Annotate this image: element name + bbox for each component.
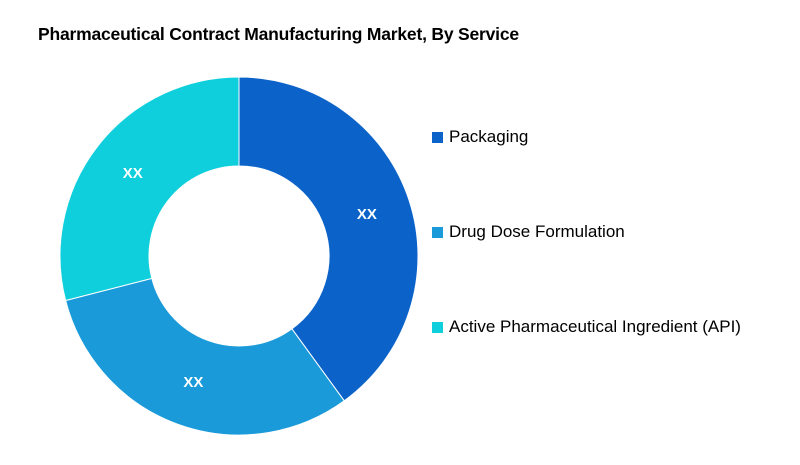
data-label-api: XX	[123, 165, 143, 182]
data-label-drug-dose-formulation: XX	[183, 374, 203, 391]
legend-item-drug-dose-formulation: Drug Dose Formulation	[432, 222, 741, 242]
legend-label-drug-dose-formulation: Drug Dose Formulation	[449, 222, 625, 241]
legend: Packaging Drug Dose Formulation Active P…	[432, 127, 741, 337]
donut-slice-api	[59, 76, 240, 302]
donut-slice-packaging	[238, 76, 419, 402]
legend-item-packaging: Packaging	[432, 127, 741, 147]
legend-swatch-api	[432, 321, 443, 333]
legend-item-api: Active Pharmaceutical Ingredient (API)	[432, 317, 741, 337]
legend-label-api: Active Pharmaceutical Ingredient (API)	[449, 317, 741, 336]
legend-swatch-drug-dose-formulation	[432, 226, 443, 238]
chart-title: Pharmaceutical Contract Manufacturing Ma…	[38, 24, 519, 44]
donut-chart: XX XX XX	[59, 76, 419, 436]
donut-slice-drug-dose-formulation	[65, 277, 345, 436]
legend-swatch-packaging	[432, 131, 443, 143]
data-label-packaging: XX	[357, 206, 377, 223]
legend-label-packaging: Packaging	[449, 127, 529, 146]
